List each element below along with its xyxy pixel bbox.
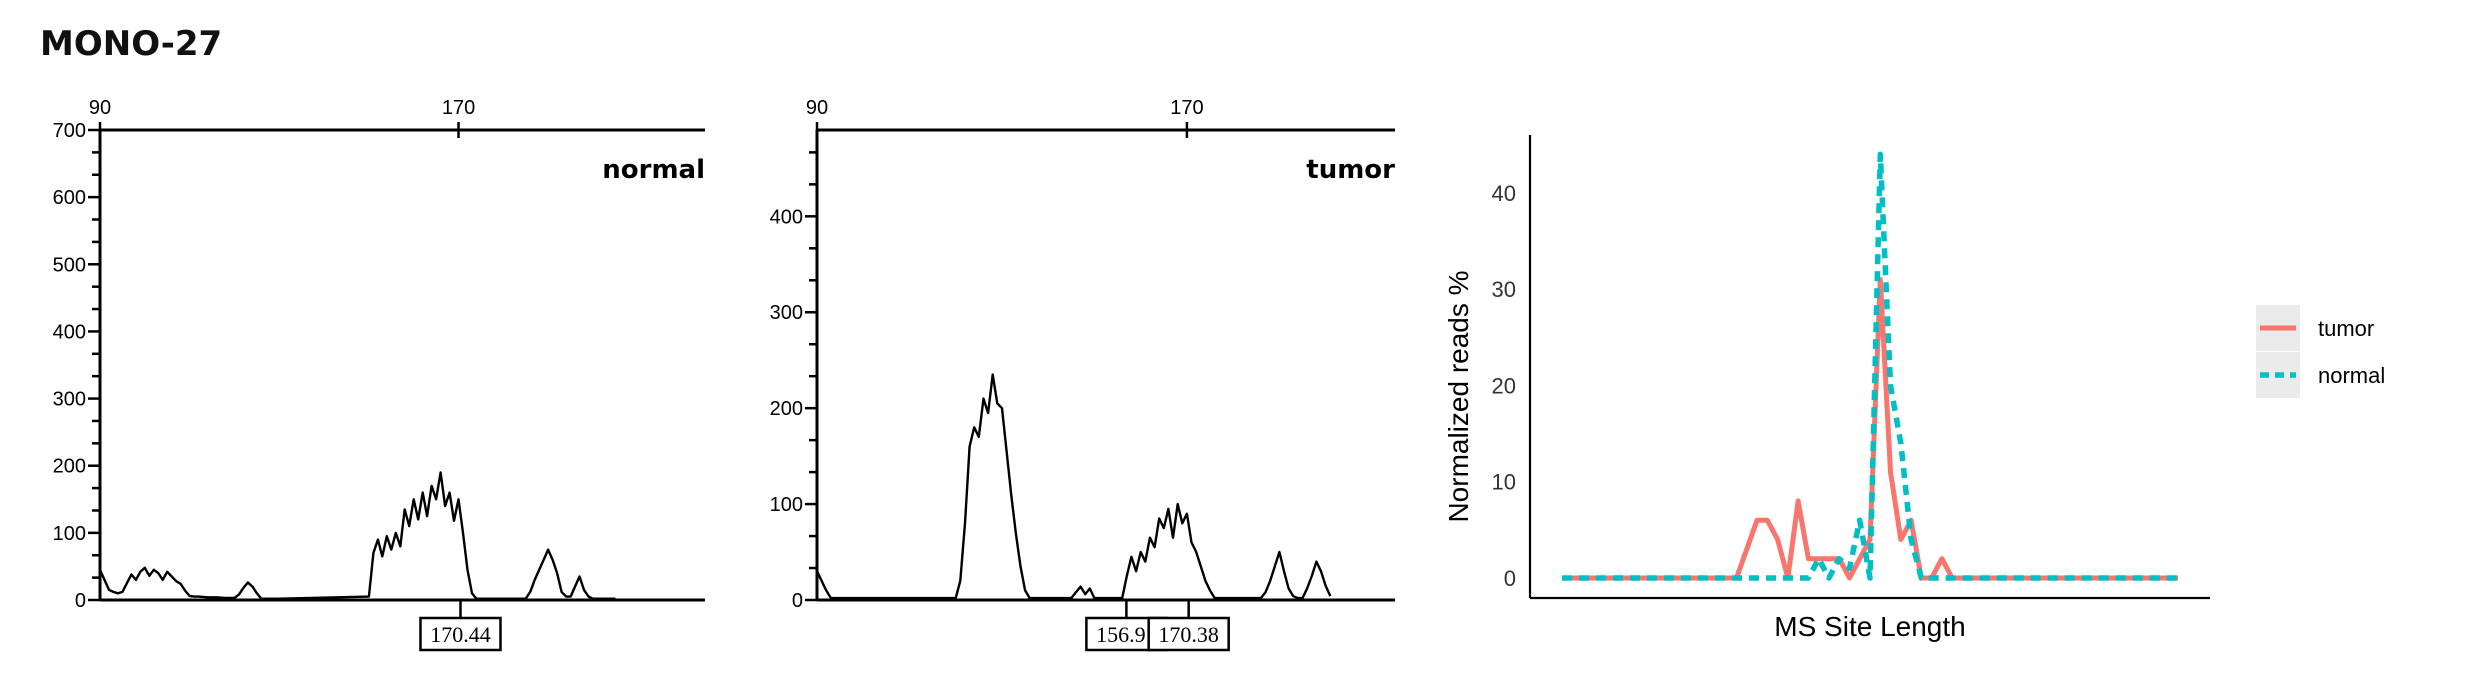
peak-label: 170.38 (1158, 622, 1219, 647)
signal-trace (98, 471, 616, 600)
y-tick-label: 200 (53, 456, 86, 478)
y-axis-title: Normalized reads % (1443, 270, 1474, 522)
x-axis-title: MS Site Length (1774, 611, 1965, 642)
y-tick-label: 0 (1504, 566, 1516, 591)
y-tick-label: 300 (53, 389, 86, 411)
panel-tumor: 90 170 0 100 200 300 400 tumor 156.91 170.38 (770, 97, 1395, 652)
peak-label: 170.44 (430, 622, 491, 647)
peak-label-box (419, 616, 502, 652)
y-tick-label: 20 (1492, 373, 1516, 398)
y-tick-label: 100 (770, 494, 803, 516)
x-tick-label: 90 (806, 97, 828, 119)
panel-label: normal (602, 155, 705, 185)
y-tick-label: 0 (75, 590, 86, 612)
x-tick-label: 170 (442, 97, 475, 119)
y-tick-label: 0 (792, 590, 803, 612)
y-tick-label: 10 (1492, 470, 1516, 495)
y-tick-label: 600 (53, 187, 86, 209)
legend: tumor normal (2256, 305, 2385, 398)
y-tick-label: 100 (53, 523, 86, 545)
peak-label: 156.91 (1096, 622, 1157, 647)
y-tick-label: 30 (1492, 277, 1516, 302)
panel-normal: 90 170 0 100 200 300 400 500 600 700 normal 170.44 (53, 97, 705, 652)
y-tick-label: 40 (1492, 181, 1516, 206)
x-tick-label: 90 (89, 97, 111, 119)
y-tick-label: 400 (53, 321, 86, 343)
panel-label: tumor (1306, 155, 1395, 185)
legend-label-tumor: tumor (2318, 316, 2374, 341)
y-tick-label: 400 (770, 206, 803, 228)
x-tick-label: 170 (1170, 97, 1203, 119)
y-tick-label: 700 (53, 120, 86, 142)
legend-label-normal: normal (2318, 363, 2385, 388)
y-tick-label: 200 (770, 398, 803, 420)
panel-normalized-reads: 0 10 20 30 40 MS Site Length Normalized reads … (1443, 135, 2385, 642)
figure-title: MONO-27 (40, 24, 223, 64)
series-line-normal (1562, 151, 2178, 581)
peak-label-box (1147, 616, 1230, 652)
y-tick-label: 300 (770, 302, 803, 324)
signal-trace (815, 373, 1332, 600)
y-tick-label: 500 (53, 254, 86, 276)
